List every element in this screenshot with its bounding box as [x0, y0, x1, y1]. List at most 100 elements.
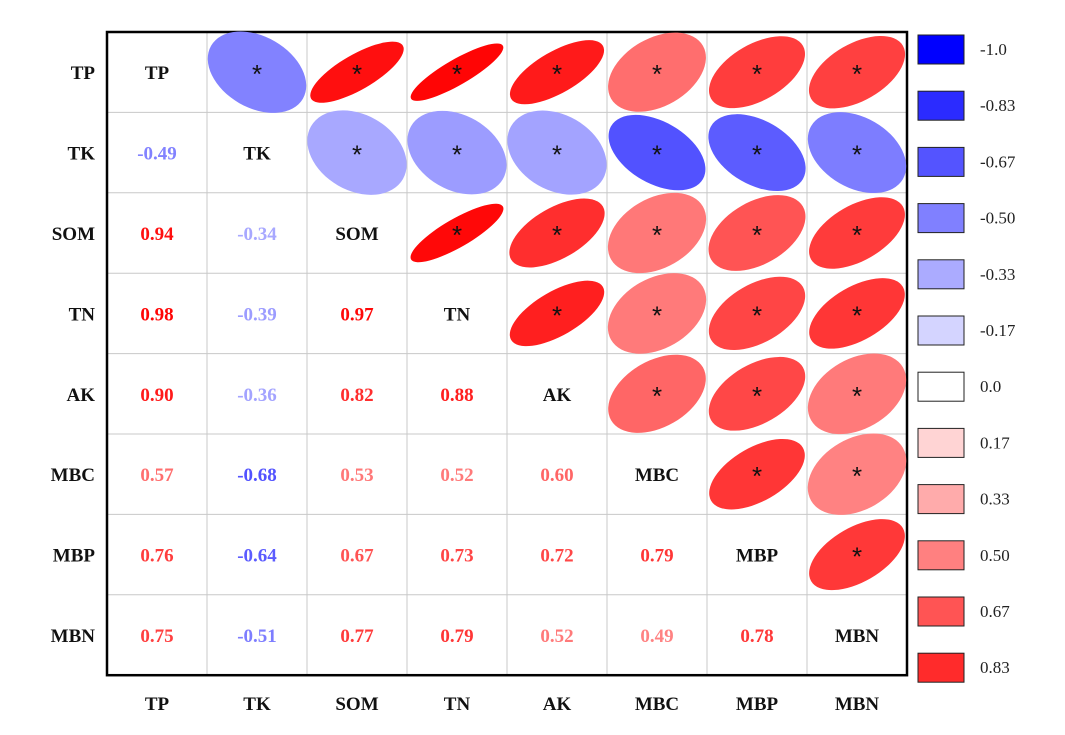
correlation-ellipse [807, 433, 907, 515]
correlation-value: 0.90 [140, 385, 173, 406]
legend-label: -0.83 [980, 96, 1015, 115]
correlation-ellipse [608, 114, 706, 191]
correlation-ellipse [507, 110, 607, 195]
column-label-ak: AK [543, 694, 572, 715]
correlation-value: 0.52 [440, 465, 473, 486]
correlation-value: 0.98 [140, 304, 173, 325]
significance-star: * [852, 220, 862, 250]
correlation-ellipse [807, 353, 907, 435]
color-legend: -1.0 -0.83 -0.67 -0.50 -0.33 -0.17 0.0 0.17 0.33… [917, 34, 1016, 683]
column-label-mbn: MBN [835, 694, 880, 715]
significance-star: * [252, 59, 262, 89]
correlation-ellipse [807, 112, 907, 194]
row-label-mbp: MBP [53, 546, 96, 567]
correlation-value: 0.72 [540, 546, 573, 567]
correlation-ellipse [708, 356, 806, 431]
correlation-value: 0.49 [640, 626, 673, 647]
correlation-ellipse [708, 114, 806, 192]
legend-label: 0.0 [980, 377, 1001, 396]
correlation-value: -0.64 [237, 546, 277, 567]
correlation-value: 0.73 [440, 546, 473, 567]
significance-star: * [752, 300, 762, 330]
column-label-som: SOM [335, 694, 378, 715]
significance-star: * [652, 140, 662, 170]
significance-star: * [852, 461, 862, 491]
legend-swatch [917, 315, 965, 346]
significance-star: * [452, 140, 462, 170]
row-label-tn: TN [69, 304, 96, 325]
correlation-value: 0.75 [140, 626, 173, 647]
row-label-som: SOM [52, 224, 95, 245]
legend-label: 0.83 [980, 658, 1010, 677]
correlation-value: 0.79 [640, 546, 673, 567]
legend-swatch [917, 427, 965, 458]
significance-star: * [752, 140, 762, 170]
correlation-value: 0.57 [140, 465, 174, 486]
significance-star: * [652, 220, 662, 250]
significance-star: * [552, 140, 562, 170]
significance-star: * [752, 381, 762, 411]
diagonal-label-mbc: MBC [635, 465, 679, 486]
ellipse-layer [207, 31, 907, 591]
column-label-tn: TN [444, 694, 471, 715]
significance-star: * [852, 140, 862, 170]
correlation-ellipse [608, 32, 706, 112]
diagonal-label-tk: TK [243, 144, 271, 165]
legend-label: -0.17 [980, 321, 1016, 340]
correlation-value: 0.82 [340, 385, 373, 406]
significance-star: * [452, 220, 462, 250]
column-label-mbp: MBP [736, 694, 779, 715]
column-label-tp: TP [145, 694, 170, 715]
matrix-border [105, 30, 909, 677]
diagonal-label-mbp: MBP [736, 546, 779, 567]
text-layer: TP TP TP * * * * * * * TK TK -0.49 TK * * * * * * SOM SOM 0.94… [51, 59, 880, 715]
legend-label: -0.33 [980, 265, 1015, 284]
correlation-ellipse [709, 438, 805, 510]
correlation-value: 0.53 [340, 465, 373, 486]
row-label-ak: AK [67, 385, 96, 406]
correlation-ellipse [310, 41, 404, 103]
diagonal-label-som: SOM [335, 224, 378, 245]
correlation-value: 0.52 [540, 626, 573, 647]
legend-label: -0.50 [980, 209, 1015, 228]
significance-star: * [552, 300, 562, 330]
row-label-tp: TP [71, 63, 96, 84]
grid-lines [105, 30, 909, 677]
correlation-ellipse [607, 273, 707, 354]
row-label-mbc: MBC [51, 465, 95, 486]
significance-star: * [852, 542, 862, 572]
diagonal-label-tp: TP [145, 63, 170, 84]
legend-swatch [917, 652, 965, 683]
significance-star: * [752, 59, 762, 89]
legend-label: 0.67 [980, 602, 1010, 621]
legend-swatch [917, 259, 965, 290]
significance-star: * [452, 59, 462, 89]
correlation-ellipse [607, 192, 707, 274]
correlation-value: -0.39 [237, 304, 277, 325]
correlation-ellipse [708, 36, 806, 109]
correlation-ellipse [509, 40, 605, 105]
correlation-value: 0.67 [340, 546, 374, 567]
legend-swatch [917, 90, 965, 121]
correlation-ellipse [809, 278, 905, 349]
column-label-tk: TK [243, 694, 271, 715]
correlation-value: 0.78 [740, 626, 773, 647]
correlation-ellipse [708, 276, 806, 351]
diagonal-label-ak: AK [543, 385, 572, 406]
correlation-ellipse [509, 198, 605, 268]
significance-star: * [852, 300, 862, 330]
column-label-mbc: MBC [635, 694, 679, 715]
legend-label: 0.33 [980, 490, 1010, 509]
correlation-ellipse [808, 35, 906, 109]
legend-label: 0.50 [980, 546, 1010, 565]
significance-star: * [652, 381, 662, 411]
correlation-ellipse [809, 197, 905, 269]
correlation-ellipse [608, 354, 706, 433]
significance-star: * [852, 59, 862, 89]
significance-star: * [652, 59, 662, 89]
legend-swatch [917, 146, 965, 177]
legend-swatch [917, 34, 965, 65]
correlation-ellipse [207, 31, 307, 113]
correlation-ellipse [809, 519, 905, 591]
